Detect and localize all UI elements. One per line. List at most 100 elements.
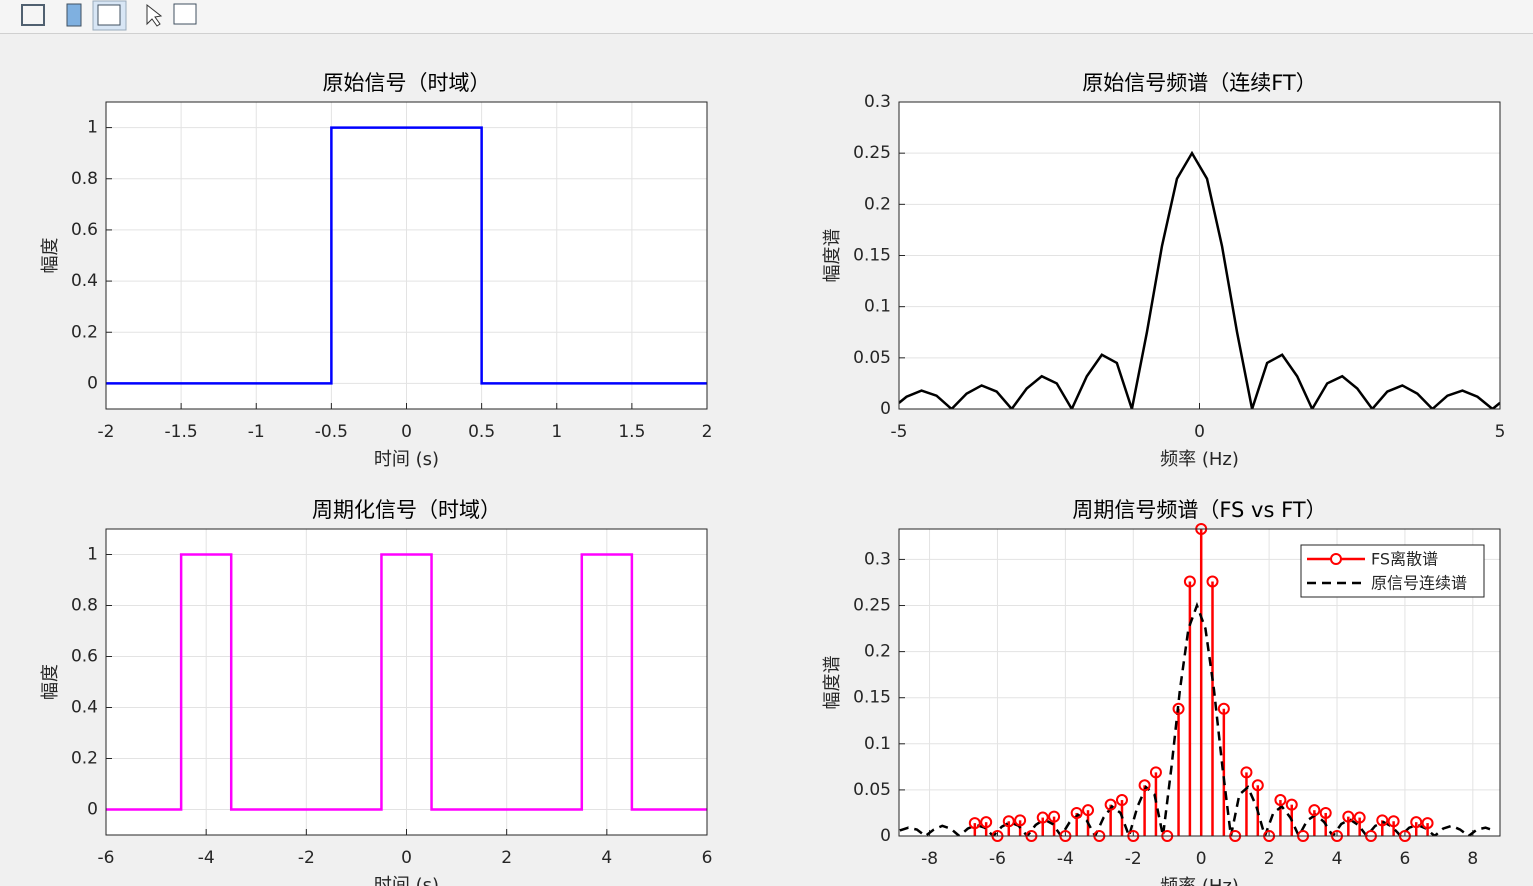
toolbar-bg [0, 0, 1533, 33]
stem-marker [1342, 810, 1355, 823]
plot-area [899, 150, 1500, 409]
stem-marker [1036, 811, 1049, 824]
stem-marker [1115, 794, 1128, 807]
y-tick-label: 0.05 [853, 780, 891, 800]
stem-marker [1002, 815, 1015, 828]
y-tick-label: 1 [87, 118, 98, 138]
y-axis-label: 幅度 [40, 664, 61, 700]
chart-title: 原始信号（时域） [323, 71, 491, 95]
y-tick-label: 0.2 [71, 749, 98, 769]
y-tick-label: 0.6 [71, 220, 98, 240]
toolbar [0, 0, 1533, 34]
x-tick-label: -2 [1125, 849, 1142, 869]
y-tick-label: 0.3 [864, 549, 891, 569]
line [899, 601, 1495, 836]
y-tick-label: 1 [87, 545, 98, 565]
pointer-icon[interactable] [146, 3, 163, 27]
y-tick-label: 0.1 [864, 734, 891, 754]
colorbar-icon[interactable] [66, 3, 82, 27]
stem-marker [1421, 817, 1434, 830]
y-tick-label: 0.15 [853, 246, 891, 266]
x-tick-label: -6 [989, 849, 1006, 869]
line [106, 126, 707, 385]
x-tick-label: -1 [248, 422, 265, 442]
y-tick-label: 0.6 [71, 647, 98, 667]
x-tick-label: -2 [298, 848, 315, 868]
stem-marker [1082, 804, 1095, 817]
stem-marker [968, 817, 981, 830]
y-tick-label: 0.4 [71, 698, 98, 718]
x-tick-label: 6 [702, 848, 713, 868]
legend-marker [1330, 553, 1342, 565]
x-tick-label: 4 [1332, 849, 1343, 869]
stem-marker [1353, 811, 1366, 824]
x-tick-label: 0.5 [468, 422, 495, 442]
x-tick-label: -2 [98, 422, 115, 442]
axes: -2 -1.5 -1 -0.5 0 0.5 1 1.5 2 0 0.2 0.4 0.6 0.8 1 原始信号（… [40, 71, 712, 470]
x-tick-label: 0 [1194, 422, 1205, 442]
legend-icon[interactable] [97, 4, 121, 26]
axes: -5 0 500.050.10.150.20.250.3原始信号频谱（连续FT）频率… [822, 71, 1505, 470]
plot-area [106, 553, 707, 811]
x-tick-label: -4 [198, 848, 215, 868]
y-axis-label: 幅度谱 [822, 656, 843, 710]
stem-marker [1217, 702, 1230, 715]
chart-title: 原始信号频谱（连续FT） [1082, 71, 1317, 95]
axes-box [898, 101, 1501, 410]
x-tick-label: 0 [1196, 849, 1207, 869]
stem-marker [980, 816, 993, 829]
plot-area [106, 126, 707, 385]
y-tick-label: 0.2 [71, 322, 98, 342]
y-tick-label: 0.25 [853, 143, 891, 163]
y-tick-label: 0.4 [71, 271, 98, 291]
stem-marker [1014, 814, 1027, 827]
y-tick-label: 0.8 [71, 169, 98, 189]
stem-marker [1149, 766, 1162, 779]
x-axis-label: 时间 (s) [374, 875, 439, 886]
x-tick-label: 2 [1264, 849, 1275, 869]
y-axis-label: 幅度 [40, 238, 61, 274]
axes: -6 -4 -2 0 2 4 6 0 0.2 0.4 0.6 0.8 1 周期化信号（时域） 时间 (s) 幅… [40, 498, 712, 886]
legend-label: FS离散谱 [1371, 550, 1438, 569]
x-tick-label: -0.5 [315, 422, 348, 442]
stem-marker [1104, 798, 1117, 811]
line [899, 150, 1500, 409]
stem-marker [1240, 766, 1253, 779]
x-tick-label: -4 [1057, 849, 1074, 869]
chart-title: 周期信号频谱（FS vs FT） [1072, 498, 1326, 522]
x-axis-label: 频率 (Hz) [1160, 876, 1239, 886]
axes: -8 -6 -4 -2 0 2 4 6 8 0 0.05 0.1 0.15 0.2 0.25 0.3 周期信号频… [822, 498, 1501, 886]
stem-marker [1319, 806, 1332, 819]
stem-marker [1206, 575, 1219, 588]
legend-label: 原信号连续谱 [1371, 574, 1467, 593]
axes-box [898, 528, 1501, 837]
x-tick-label: -1.5 [165, 422, 198, 442]
y-tick-label: 0.2 [864, 194, 891, 214]
axes-box [105, 101, 708, 410]
y-tick-label: 0.25 [853, 596, 891, 616]
stem-marker [1285, 798, 1298, 811]
y-tick-label: 0.05 [853, 348, 891, 368]
x-tick-label: 0 [401, 848, 412, 868]
print-icon[interactable] [21, 4, 45, 26]
stem-marker [1387, 815, 1400, 828]
x-tick-label: 4 [601, 848, 612, 868]
x-tick-label: -5 [891, 422, 908, 442]
stem-marker [1274, 794, 1287, 807]
x-tick-label: 1 [551, 422, 562, 442]
legend-box [1300, 544, 1485, 598]
x-tick-label: 2 [501, 848, 512, 868]
stem-marker [1410, 816, 1423, 829]
y-tick-label: 0.15 [853, 688, 891, 708]
inspector-icon[interactable] [173, 3, 197, 25]
x-tick-label: 6 [1400, 849, 1411, 869]
stem-marker [1048, 810, 1061, 823]
stem-marker [1183, 575, 1196, 588]
chart-title: 周期化信号（时域） [312, 498, 501, 522]
stem-marker [1376, 814, 1389, 827]
x-tick-label: -8 [921, 849, 938, 869]
y-tick-label: 0 [880, 399, 891, 419]
x-tick-label: 5 [1495, 422, 1506, 442]
